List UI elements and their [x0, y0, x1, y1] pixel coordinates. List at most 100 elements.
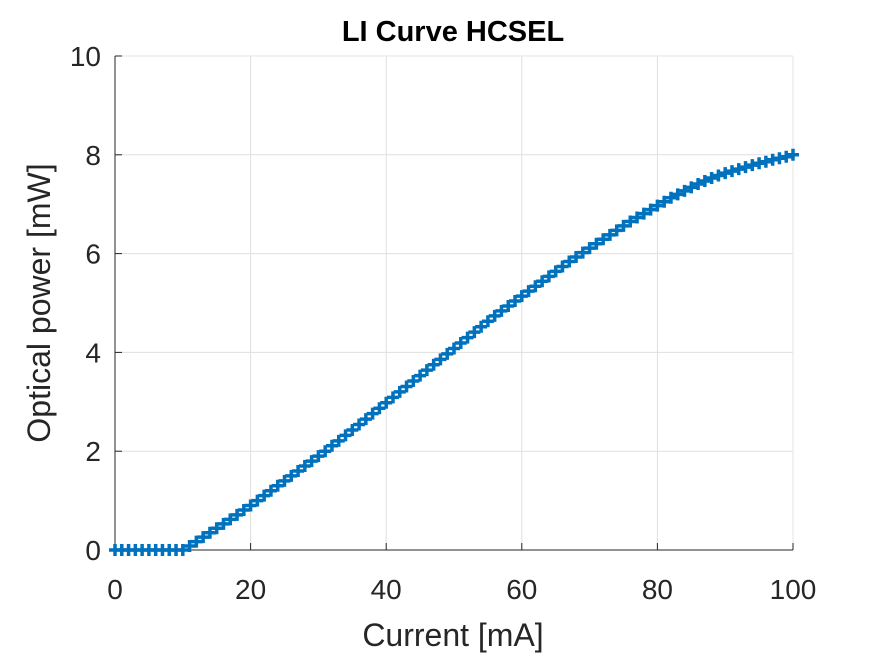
- data-point: [319, 445, 332, 458]
- data-point: [386, 391, 399, 404]
- x-tick-label: 40: [371, 574, 402, 605]
- data-point: [685, 181, 698, 194]
- data-series: [109, 148, 799, 556]
- data-point: [644, 203, 657, 216]
- data-point: [258, 489, 271, 502]
- data-point: [210, 522, 223, 535]
- data-point: [610, 224, 623, 237]
- data-point: [305, 455, 318, 468]
- data-point: [488, 309, 501, 322]
- data-point: [651, 199, 664, 212]
- data-point: [373, 402, 386, 415]
- data-point: [542, 270, 555, 283]
- y-tick-label: 6: [85, 239, 101, 270]
- x-tick-label: 80: [642, 574, 673, 605]
- data-point: [698, 174, 711, 187]
- data-point: [197, 531, 210, 544]
- data-point: [590, 237, 603, 250]
- data-point: [231, 508, 244, 521]
- data-point: [427, 358, 440, 371]
- data-point: [353, 418, 366, 431]
- data-point: [264, 484, 277, 497]
- data-point: [719, 167, 732, 180]
- data-point: [495, 304, 508, 317]
- data-point: [617, 219, 630, 232]
- data-point: [725, 165, 738, 178]
- y-tick-label: 10: [70, 41, 101, 72]
- data-point: [759, 155, 772, 168]
- data-point: [556, 260, 569, 273]
- data-point: [787, 148, 799, 161]
- data-point: [502, 299, 515, 312]
- data-point: [325, 439, 338, 452]
- data-point: [271, 479, 284, 492]
- data-point: [312, 450, 325, 463]
- data-point: [237, 503, 250, 516]
- data-point: [190, 535, 203, 548]
- data-point: [597, 233, 610, 246]
- axes: [114, 55, 794, 551]
- data-point: [217, 517, 230, 530]
- data-point: [176, 544, 189, 556]
- data-point: [454, 337, 467, 350]
- chart-title: LI Curve HCSEL: [342, 16, 564, 48]
- data-point: [631, 211, 644, 224]
- data-point: [448, 342, 460, 355]
- data-point: [563, 255, 576, 268]
- y-tick-label: 2: [85, 436, 101, 467]
- data-point: [380, 396, 393, 409]
- data-point: [461, 331, 474, 344]
- data-point: [576, 246, 589, 259]
- data-point: [671, 188, 684, 201]
- data-point: [393, 385, 406, 398]
- y-tick-label: 0: [85, 535, 101, 566]
- data-point: [420, 364, 433, 377]
- data-point: [732, 163, 745, 176]
- data-point: [285, 469, 298, 482]
- x-axis-label: Current [mA]: [362, 617, 543, 653]
- data-point: [400, 380, 413, 393]
- data-point: [366, 407, 379, 420]
- y-axis-ticks: 0 2 4 6 8 10: [70, 41, 122, 566]
- x-tick-label: 60: [506, 574, 537, 605]
- y-tick-label: 4: [85, 337, 101, 368]
- data-point: [536, 275, 549, 288]
- data-point: [339, 429, 352, 442]
- data-point: [515, 290, 528, 303]
- data-point: [522, 285, 535, 298]
- plot-area: [115, 56, 793, 550]
- data-point: [603, 228, 616, 241]
- data-point: [414, 369, 427, 382]
- data-point: [712, 169, 725, 182]
- data-point: [278, 474, 291, 487]
- data-point: [407, 375, 420, 388]
- data-point: [664, 191, 677, 204]
- data-point: [529, 280, 542, 293]
- data-point: [224, 513, 237, 526]
- data-point: [549, 265, 562, 278]
- data-point: [203, 526, 216, 539]
- data-point: [468, 326, 481, 339]
- data-point: [570, 251, 583, 264]
- data-point: [583, 242, 596, 255]
- data-point: [183, 540, 196, 553]
- data-point: [359, 413, 372, 426]
- x-axis-ticks: 0 20 40 60 80 100: [107, 543, 816, 605]
- data-point: [780, 150, 793, 163]
- data-point: [739, 161, 752, 174]
- x-tick-label: 100: [770, 574, 817, 605]
- data-point: [292, 464, 305, 477]
- data-point: [298, 460, 311, 473]
- data-point: [658, 195, 671, 208]
- data-point: [332, 434, 345, 447]
- data-point: [441, 347, 454, 360]
- data-point: [624, 215, 637, 228]
- y-axis-label: Optical power [mW]: [21, 163, 57, 442]
- data-point: [746, 159, 759, 172]
- data-point: [434, 353, 447, 366]
- data-point: [251, 494, 264, 507]
- data-point: [678, 184, 691, 197]
- data-point: [705, 172, 718, 185]
- data-point: [509, 295, 522, 308]
